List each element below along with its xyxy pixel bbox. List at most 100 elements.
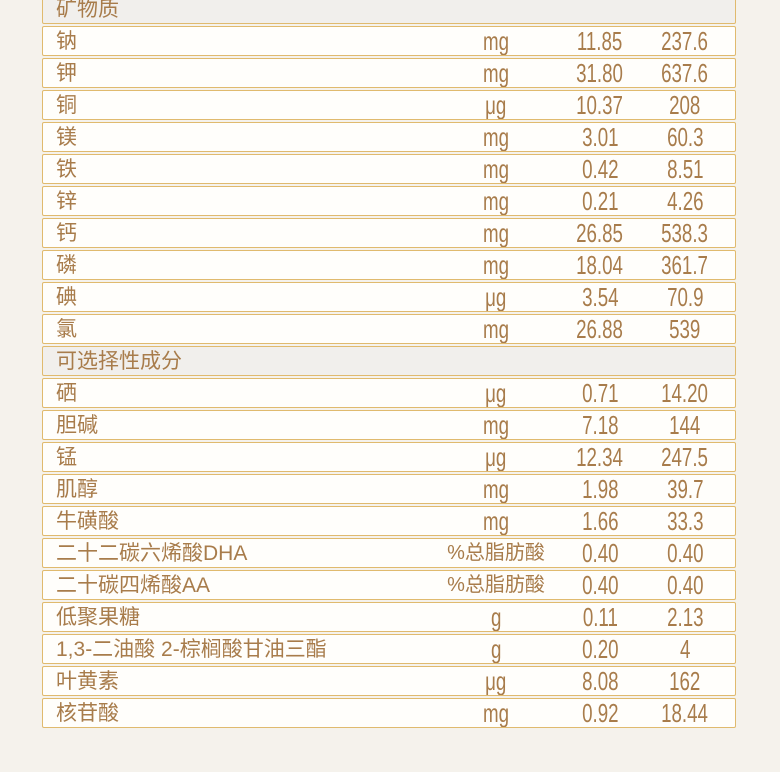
table-row: 叶黄素 μg 8.08 162: [42, 666, 736, 696]
nutrient-unit: %总脂肪酸: [447, 574, 545, 596]
nutrient-unit: g: [490, 634, 502, 664]
nutrient-value-1: 26.85: [576, 218, 624, 248]
nutrient-unit: μg: [485, 666, 507, 696]
nutrient-value-2: 4.26: [666, 186, 704, 216]
nutrient-unit: μg: [485, 282, 507, 312]
nutrient-name: 锌: [56, 189, 77, 213]
table-row: 钾 mg 31.80 637.6: [42, 58, 736, 88]
nutrient-value-2: 33.3: [666, 506, 704, 536]
section-header-label: 可选择性成分: [56, 349, 182, 373]
nutrient-value-2: 247.5: [661, 442, 709, 472]
nutrient-value-2: 2.13: [666, 602, 704, 632]
nutrient-value-2: 4: [679, 634, 691, 664]
nutrient-value-2: 70.9: [666, 282, 704, 312]
nutrient-unit: mg: [482, 122, 510, 152]
nutrient-value-2: 18.44: [661, 698, 709, 728]
table-row: 1,3-二油酸 2-棕榈酸甘油三酯 g 0.20 4: [42, 634, 736, 664]
nutrient-value-1: 7.18: [581, 410, 619, 440]
nutrient-unit: μg: [485, 378, 507, 408]
table-row: 低聚果糖 g 0.11 2.13: [42, 602, 736, 632]
nutrient-value-2: 60.3: [666, 122, 704, 152]
nutrient-value-1: 3.54: [581, 282, 619, 312]
table-row: 碘 μg 3.54 70.9: [42, 282, 736, 312]
nutrient-value-1: 0.71: [581, 378, 619, 408]
section-header-label: 矿物质: [56, 0, 119, 21]
nutrient-value-2: 39.7: [666, 474, 704, 504]
nutrient-value-1: 3.01: [581, 122, 619, 152]
table-row: 钠 mg 11.85 237.6: [42, 26, 736, 56]
nutrient-value-1: 31.80: [576, 58, 624, 88]
section-header-row: 矿物质: [42, 0, 736, 24]
nutrient-unit: mg: [482, 58, 510, 88]
nutrient-name: 钾: [56, 61, 77, 85]
nutrient-value-1: 0.42: [581, 154, 619, 184]
nutrient-value-2: 0.40: [666, 538, 704, 568]
section-header-row: 可选择性成分: [42, 346, 736, 376]
nutrient-value-1: 12.34: [576, 442, 624, 472]
nutrient-name: 铁: [56, 157, 77, 181]
table-row: 核苷酸 mg 0.92 18.44: [42, 698, 736, 728]
nutrient-unit: mg: [482, 218, 510, 248]
table-row: 镁 mg 3.01 60.3: [42, 122, 736, 152]
nutrient-unit: mg: [482, 410, 510, 440]
nutrient-value-2: 637.6: [661, 58, 709, 88]
nutrient-name: 镁: [56, 125, 77, 149]
nutrient-name: 锰: [56, 445, 77, 469]
nutrient-value-2: 361.7: [661, 250, 709, 280]
table-row: 二十二碳六烯酸DHA %总脂肪酸 0.40 0.40: [42, 538, 736, 568]
nutrient-unit: mg: [482, 506, 510, 536]
nutrient-value-2: 538.3: [661, 218, 709, 248]
nutrient-name: 牛磺酸: [56, 509, 119, 533]
nutrient-name: 1,3-二油酸 2-棕榈酸甘油三酯: [56, 637, 327, 661]
table-row: 铁 mg 0.42 8.51: [42, 154, 736, 184]
nutrient-name: 胆碱: [56, 413, 98, 437]
nutrient-unit: mg: [482, 186, 510, 216]
nutrient-unit: mg: [482, 314, 510, 344]
nutrient-name: 钙: [56, 221, 77, 245]
table-row: 硒 μg 0.71 14.20: [42, 378, 736, 408]
nutrient-value-1: 8.08: [581, 666, 619, 696]
nutrient-name: 肌醇: [56, 477, 98, 501]
nutrient-value-1: 0.11: [582, 602, 618, 632]
nutrient-name: 叶黄素: [56, 669, 119, 693]
nutrient-name: 钠: [56, 29, 77, 53]
nutrient-value-2: 0.40: [666, 570, 704, 600]
nutrient-value-1: 26.88: [576, 314, 624, 344]
nutrient-unit: mg: [482, 474, 510, 504]
nutrient-name: 核苷酸: [56, 701, 119, 725]
nutrient-unit: g: [490, 602, 502, 632]
nutrient-value-1: 10.37: [576, 90, 624, 120]
nutrient-name: 硒: [56, 381, 77, 405]
nutrient-value-2: 162: [669, 666, 701, 696]
table-row: 肌醇 mg 1.98 39.7: [42, 474, 736, 504]
nutrient-value-2: 237.6: [661, 26, 709, 56]
nutrient-value-1: 1.66: [581, 506, 619, 536]
nutrient-value-2: 208: [669, 90, 701, 120]
nutrient-value-1: 0.21: [581, 186, 619, 216]
nutrient-value-1: 0.20: [581, 634, 619, 664]
table-row: 胆碱 mg 7.18 144: [42, 410, 736, 440]
nutrient-value-1: 11.85: [577, 26, 623, 56]
nutrient-unit: %总脂肪酸: [447, 542, 545, 564]
nutrient-value-2: 14.20: [661, 378, 709, 408]
table-row: 钙 mg 26.85 538.3: [42, 218, 736, 248]
nutrient-unit: μg: [485, 90, 507, 120]
nutrient-name: 碘: [56, 285, 77, 309]
nutrient-value-1: 0.40: [581, 570, 619, 600]
table-row: 磷 mg 18.04 361.7: [42, 250, 736, 280]
nutrient-unit: mg: [482, 698, 510, 728]
nutrient-value-2: 539: [669, 314, 701, 344]
table-row: 氯 mg 26.88 539: [42, 314, 736, 344]
nutrient-unit: μg: [485, 442, 507, 472]
nutrient-name: 二十碳四烯酸AA: [56, 573, 211, 597]
table-row: 锌 mg 0.21 4.26: [42, 186, 736, 216]
nutrient-name: 铜: [56, 93, 77, 117]
nutrient-value-2: 8.51: [666, 154, 704, 184]
nutrient-value-1: 0.40: [581, 538, 619, 568]
nutrient-value-1: 1.98: [581, 474, 619, 504]
nutrient-unit: mg: [482, 154, 510, 184]
nutrient-name: 二十二碳六烯酸DHA: [56, 541, 248, 565]
nutrient-value-2: 144: [669, 410, 701, 440]
nutrient-value-1: 18.04: [576, 250, 624, 280]
table-row: 牛磺酸 mg 1.66 33.3: [42, 506, 736, 536]
